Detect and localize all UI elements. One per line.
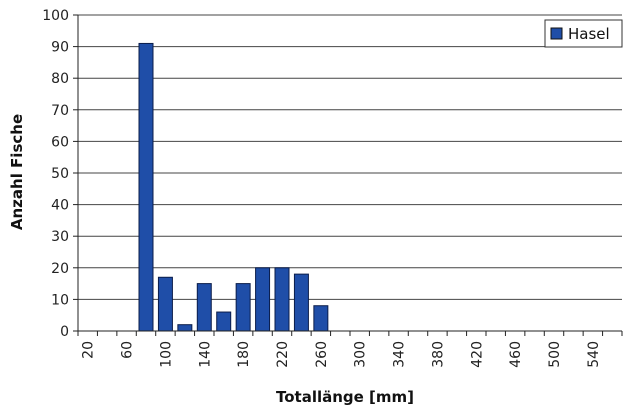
x-tick-labels: 20 60 100 140 180 220 260 300 340 380 420 460 500 540 [81,341,602,368]
x-tick-label-300: 300 [353,341,369,368]
y-tick-label-0: 0 [60,324,69,340]
x-tick-label-220: 220 [275,341,291,368]
x-tick-label-60: 60 [120,341,136,359]
bar-180 [235,283,251,332]
y-tick-labels: 0 10 20 30 40 50 60 70 80 90 100 [42,8,78,340]
x-tick-label-460: 460 [508,341,524,368]
legend-label: Hasel [568,25,610,43]
y-axis-title: Anzahl Fische [8,114,26,230]
x-tick-label-260: 260 [314,341,330,368]
y-tick-label-60: 60 [51,134,69,150]
y-tick-label-10: 10 [51,292,69,308]
x-tick-label-100: 100 [158,341,174,368]
y-tick-label-50: 50 [51,166,69,182]
bar-100 [157,276,173,332]
bars [138,42,329,332]
x-axis-title: Totallänge [mm] [276,388,414,406]
gridlines [78,14,622,300]
y-tick-label-80: 80 [51,71,69,87]
legend: Hasel [544,19,623,48]
bar-80 [138,42,154,332]
x-tick-label-380: 380 [430,341,446,368]
y-tick-label-100: 100 [42,8,69,24]
y-tick-label-90: 90 [51,40,69,56]
x-tick-label-180: 180 [236,341,252,368]
x-tick-label-20: 20 [81,341,97,359]
x-tick-label-420: 420 [469,341,485,368]
x-tick-label-540: 540 [586,341,602,368]
legend-swatch [550,27,563,40]
y-tick-label-40: 40 [51,198,69,214]
x-tick-label-500: 500 [547,341,563,368]
bar-260 [313,305,329,332]
bar-120 [177,324,193,332]
y-tick-label-20: 20 [51,261,69,277]
bar-220 [274,267,290,332]
x-tick-label-340: 340 [392,341,408,368]
x-tick-label-140: 140 [197,341,213,368]
bar-200 [255,267,271,332]
bar-140 [196,283,212,332]
y-tick-label-30: 30 [51,229,69,245]
bar-240 [293,273,309,332]
bar-160 [216,311,232,332]
y-tick-label-70: 70 [51,103,69,119]
